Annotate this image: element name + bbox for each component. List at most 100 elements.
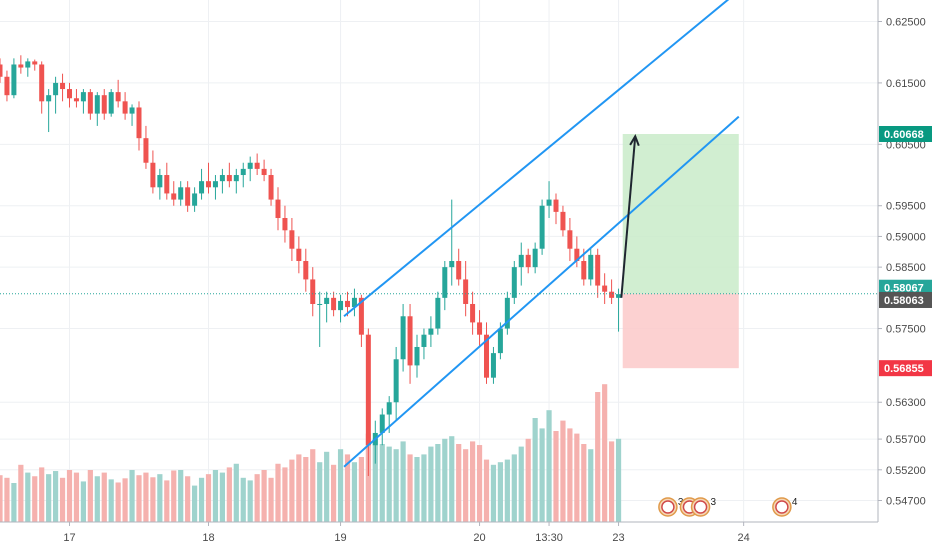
candle[interactable] xyxy=(4,70,10,102)
price-tag[interactable] xyxy=(879,291,932,308)
price-tag[interactable] xyxy=(879,360,932,377)
event-flag-icon[interactable]: 4 xyxy=(772,497,798,517)
candle[interactable] xyxy=(553,193,559,225)
candle[interactable] xyxy=(435,291,441,335)
candle[interactable] xyxy=(0,58,3,83)
candle[interactable] xyxy=(80,89,86,114)
candle[interactable] xyxy=(108,89,114,117)
candle[interactable] xyxy=(289,218,295,261)
candle[interactable] xyxy=(171,181,177,206)
candle[interactable] xyxy=(247,156,253,182)
candle[interactable] xyxy=(261,159,267,182)
candle[interactable] xyxy=(115,79,121,108)
candle[interactable] xyxy=(282,205,288,243)
candle[interactable] xyxy=(73,89,79,108)
candle[interactable] xyxy=(60,73,66,102)
candle[interactable] xyxy=(143,125,149,169)
candle[interactable] xyxy=(338,294,344,323)
candle[interactable] xyxy=(150,150,156,194)
candle[interactable] xyxy=(212,175,218,200)
candle[interactable] xyxy=(240,162,246,188)
event-flag-icon[interactable]: 3 xyxy=(690,497,717,517)
candle[interactable] xyxy=(94,92,100,126)
candle[interactable] xyxy=(199,168,205,200)
candle[interactable] xyxy=(400,303,406,372)
candle[interactable] xyxy=(331,291,337,317)
candle[interactable] xyxy=(164,162,170,200)
candle[interactable] xyxy=(525,248,531,274)
channel-upper-line[interactable] xyxy=(343,0,739,318)
candle[interactable] xyxy=(358,294,364,347)
candle[interactable] xyxy=(317,291,323,347)
candle[interactable] xyxy=(442,261,448,311)
candle[interactable] xyxy=(18,55,24,74)
candle[interactable] xyxy=(574,236,580,268)
price-tag[interactable] xyxy=(879,279,932,296)
candle[interactable] xyxy=(470,291,476,335)
candle[interactable] xyxy=(268,168,274,206)
candle[interactable] xyxy=(588,248,594,286)
candle[interactable] xyxy=(219,168,225,194)
time-axis[interactable]: 17 18 19 20 13:30 23 24 xyxy=(0,521,932,550)
candle[interactable] xyxy=(324,291,330,323)
candle[interactable] xyxy=(185,181,191,212)
price-tag[interactable] xyxy=(879,126,932,143)
candle[interactable] xyxy=(67,82,72,108)
candle[interactable] xyxy=(11,58,17,99)
channel-lower-line[interactable] xyxy=(343,115,740,468)
candle[interactable] xyxy=(560,205,566,237)
candle[interactable] xyxy=(428,316,434,347)
candle[interactable] xyxy=(365,328,371,476)
candle[interactable] xyxy=(511,261,517,304)
candle[interactable] xyxy=(484,322,489,384)
candle[interactable] xyxy=(421,328,427,360)
candle[interactable] xyxy=(136,101,142,151)
candle[interactable] xyxy=(129,104,135,126)
candle[interactable] xyxy=(46,89,52,133)
candle[interactable] xyxy=(407,303,413,384)
candle-body xyxy=(581,261,587,280)
candle[interactable] xyxy=(296,236,302,274)
candle[interactable] xyxy=(275,187,281,231)
candle[interactable] xyxy=(25,58,31,77)
candle[interactable] xyxy=(192,187,198,212)
candle[interactable] xyxy=(414,334,420,378)
candle[interactable] xyxy=(393,346,399,421)
candles[interactable] xyxy=(0,55,622,476)
candle[interactable] xyxy=(379,408,385,446)
candle[interactable] xyxy=(616,288,622,332)
candle[interactable] xyxy=(532,242,538,274)
candle[interactable] xyxy=(449,199,455,286)
candle[interactable] xyxy=(539,199,545,255)
candle[interactable] xyxy=(490,346,496,384)
price-axis[interactable]: 0.62500 0.61500 0.60500 0.59500 0.59000 0.585… xyxy=(877,0,932,550)
candle[interactable] xyxy=(303,248,309,292)
candle[interactable] xyxy=(602,273,608,304)
candle[interactable] xyxy=(87,89,93,120)
candle[interactable] xyxy=(226,162,232,188)
candle[interactable] xyxy=(504,291,510,335)
candle[interactable] xyxy=(546,181,552,219)
trend-channel[interactable] xyxy=(343,0,740,468)
candle[interactable] xyxy=(254,153,260,176)
candle[interactable] xyxy=(206,162,211,194)
candle[interactable] xyxy=(609,279,615,304)
candle[interactable] xyxy=(178,181,184,206)
candle[interactable] xyxy=(39,61,45,114)
candle[interactable] xyxy=(32,59,38,71)
candle[interactable] xyxy=(101,89,107,120)
candle[interactable] xyxy=(463,261,469,317)
candle[interactable] xyxy=(518,242,524,286)
candle[interactable] xyxy=(310,267,316,317)
candle[interactable] xyxy=(567,218,573,261)
candle[interactable] xyxy=(477,310,483,347)
candle[interactable] xyxy=(157,168,163,200)
candle[interactable] xyxy=(122,92,128,120)
candle[interactable] xyxy=(595,248,601,298)
candle[interactable] xyxy=(456,248,462,286)
candle[interactable] xyxy=(53,76,59,114)
candle[interactable] xyxy=(351,288,357,317)
candle[interactable] xyxy=(233,168,239,194)
